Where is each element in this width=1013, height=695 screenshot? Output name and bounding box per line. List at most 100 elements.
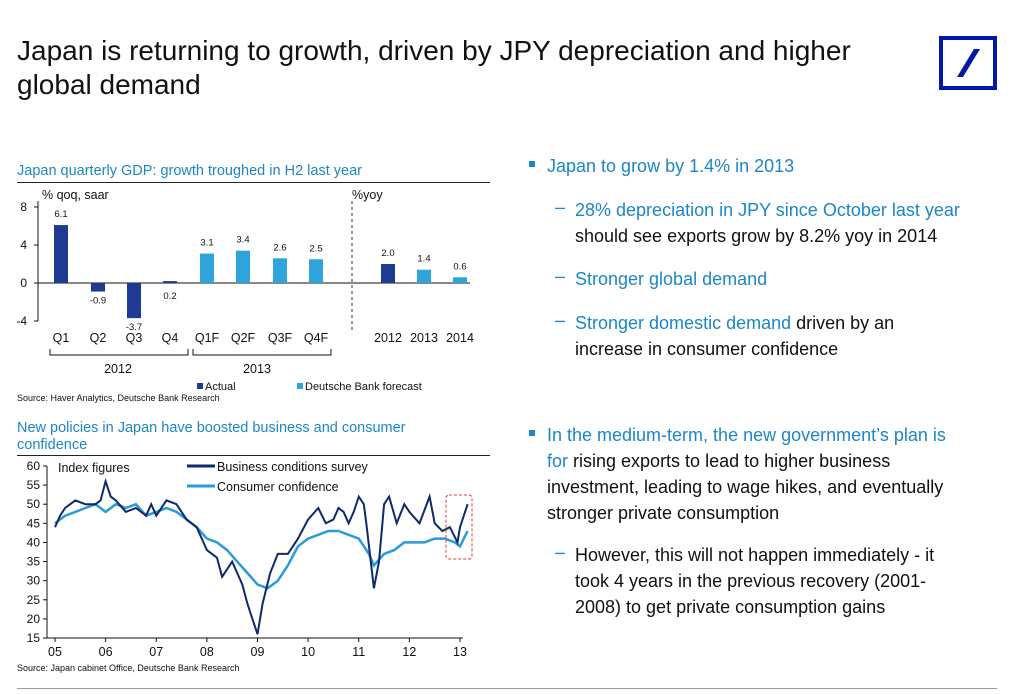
gdp-ylabel: % qoq, saar — [42, 188, 109, 202]
conf-xtick-label: 07 — [149, 645, 163, 659]
recent-highlight-box — [445, 494, 473, 560]
legend-business-label: Business conditions survey — [217, 460, 369, 474]
however-line3: 2008) to get private consumption gains — [575, 597, 886, 617]
medium-term-line3: investment, leading to wage hikes, and e… — [547, 477, 944, 497]
gdp-value-label: 1.4 — [417, 254, 430, 265]
gdp-bar-q4f — [309, 259, 323, 283]
conf-xtick-label: 12 — [402, 645, 416, 659]
legend-actual-swatch — [197, 383, 203, 389]
gdp-category-label: Q2F — [231, 331, 256, 345]
gdp-value-label: 2.6 — [273, 242, 286, 253]
legend-consumer-label: Consumer confidence — [217, 480, 339, 494]
footer-rule — [17, 688, 997, 689]
gdp-ytick-label: -4 — [16, 314, 27, 328]
sub-bullet-jpy: 28% depreciation in JPY since October la… — [575, 197, 1005, 249]
conf-ytick-label: 30 — [27, 574, 41, 588]
sub-bullet-global-demand: Stronger global demand — [575, 269, 768, 289]
dash-4: – — [555, 542, 566, 562]
gdp-bar-q2f — [236, 250, 250, 283]
gdp-bar-q1 — [54, 225, 68, 283]
conf-xtick-label: 08 — [200, 645, 214, 659]
gdp-chart-rule — [17, 182, 490, 183]
gdp-category-label: Q3 — [126, 331, 143, 345]
sub-bullet-domestic-demand: Stronger domestic demand driven by an in… — [575, 310, 1005, 362]
however-line2: took 4 years in the previous recovery (2… — [575, 571, 927, 591]
gdp-value-label: 3.4 — [236, 235, 249, 246]
sub-bullet-jpy-line1: 28% depreciation in JPY since October la… — [575, 200, 960, 220]
dash-2: – — [555, 266, 566, 286]
gdp-bar-q2 — [91, 283, 105, 292]
dash-3: – — [555, 310, 566, 330]
conf-ytick-label: 20 — [27, 612, 41, 626]
gdp-category-label: Q3F — [268, 331, 293, 345]
conf-source: Source: Japan cabinet Office, Deutsche B… — [17, 663, 239, 673]
legend-forecast-label: Deutsche Bank forecast — [305, 381, 422, 393]
page-title: Japan is returning to growth, driven by … — [17, 35, 851, 100]
series-consumer-confidence — [54, 502, 469, 590]
gdp-value-label: -3.7 — [126, 322, 142, 333]
gdp-value-label: 2.5 — [309, 243, 322, 254]
gdp-bar-q1f — [200, 253, 214, 283]
conf-xtick-label: 09 — [251, 645, 265, 659]
conf-xtick-label: 13 — [453, 645, 467, 659]
conf-ytick-label: 40 — [27, 535, 41, 549]
conf-xtick-label: 10 — [301, 645, 315, 659]
bullet-japan-growth: Japan to grow by 1.4% in 2013 — [547, 156, 795, 176]
deutsche-bank-logo-icon — [939, 36, 997, 90]
conf-ytick-label: 35 — [27, 555, 41, 569]
bullet-square-2 — [529, 430, 535, 436]
confidence-chart-title: New policies in Japan have boosted busin… — [17, 420, 406, 453]
gdp-ylabel-right: %yoy — [352, 188, 383, 202]
gdp-value-label: -0.9 — [90, 296, 106, 307]
medium-term-line2a: for — [547, 451, 569, 471]
sub-bullet-however: However, this will not happen immediatel… — [575, 542, 1005, 620]
gdp-value-label: 0.2 — [163, 291, 176, 302]
conf-xtick-label: 11 — [352, 645, 365, 659]
gdp-ytick-label: 4 — [20, 238, 27, 252]
conf-ytick-label: 15 — [27, 631, 41, 645]
legend-forecast-swatch — [297, 383, 303, 389]
series-business-conditions — [54, 477, 469, 635]
gdp-category-label: Q4F — [304, 331, 329, 345]
gdp-value-label: 6.1 — [54, 209, 67, 220]
gdp-bar-2013 — [417, 269, 431, 283]
gdp-value-label: 2.0 — [381, 248, 394, 259]
gdp-bar-q4 — [163, 281, 177, 283]
gdp-category-label: 2013 — [410, 331, 438, 345]
gdp-bar-chart: % qoq, saar %yoy 8 4 0 -4 6.1 -0.9 -3.7 0.2 3.1… — [16, 188, 474, 403]
domestic-demand-blue: Stronger domestic demand — [575, 313, 792, 333]
conf-ytick-label: 25 — [27, 593, 41, 607]
gdp-source: Source: Haver Analytics, Deutsche Bank R… — [17, 393, 220, 403]
gdp-category-label: Q1 — [53, 331, 70, 345]
gdp-category-label: Q1F — [195, 331, 220, 345]
gdp-ytick-label: 0 — [20, 276, 27, 290]
gdp-value-label: 3.1 — [200, 238, 213, 249]
gdp-category-label: 2012 — [374, 331, 402, 345]
domestic-demand-rest2: increase in consumer confidence — [575, 339, 839, 359]
gdp-bar-2012 — [381, 264, 395, 283]
gdp-category-label: Q2 — [90, 331, 107, 345]
legend-actual-label: Actual — [205, 381, 236, 393]
bracket-2012 — [49, 349, 189, 356]
medium-term-line4: stronger private consumption — [547, 503, 780, 523]
sub-bullet-jpy-line2: should see exports grow by 8.2% yoy in 2… — [575, 226, 938, 246]
gdp-chart-title: Japan quarterly GDP: growth troughed in … — [17, 163, 362, 179]
conf-xtick-label: 05 — [48, 645, 62, 659]
bullet-square-1 — [529, 161, 535, 167]
confidence-chart-rule — [17, 455, 490, 456]
bullet-medium-term: In the medium-term, the new government’s… — [547, 422, 1002, 526]
gdp-category-label: Q4 — [162, 331, 179, 345]
group-label-2013: 2013 — [243, 362, 271, 376]
conf-xtick-label: 06 — [99, 645, 113, 659]
medium-term-line1: In the medium-term, the new government’s… — [547, 425, 946, 445]
conf-ytick-label: 45 — [27, 516, 41, 530]
conf-ytick-label: 55 — [27, 478, 41, 492]
group-label-2012: 2012 — [104, 362, 132, 376]
conf-ylabel: Index figures — [58, 461, 130, 475]
gdp-category-label: 2014 — [446, 331, 474, 345]
gdp-bar-2014 — [453, 277, 467, 283]
conf-ytick-label: 60 — [27, 459, 41, 473]
dash-1: – — [555, 197, 566, 217]
gdp-bar-q3 — [127, 283, 141, 319]
